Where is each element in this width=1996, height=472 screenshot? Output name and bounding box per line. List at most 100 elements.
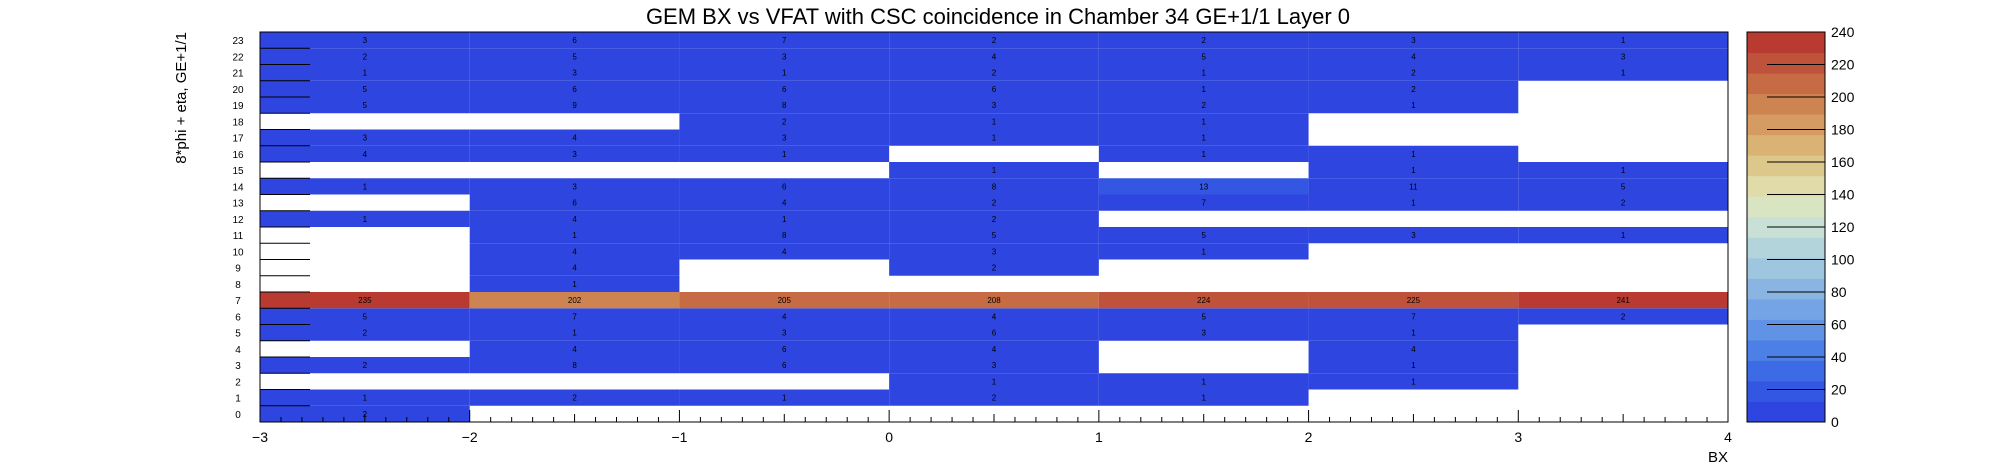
cell-value-label: 241: [1616, 296, 1630, 305]
heatmap-cell: [889, 373, 1099, 390]
colorbar-swatch: [1747, 196, 1825, 218]
cell-value-label: 2: [992, 394, 997, 403]
cell-value-label: 2: [992, 36, 997, 45]
x-tick-label: 2: [1305, 429, 1313, 445]
heatmap-cell: [679, 308, 890, 325]
heatmap-cell: [679, 97, 890, 114]
cell-value-label: 1: [363, 215, 368, 224]
heatmap-cell: [260, 308, 470, 325]
colorbar-swatch: [1747, 32, 1825, 54]
cell-value-label: 1: [1621, 36, 1626, 45]
heatmap-cell: [260, 129, 470, 146]
heatmap-cell: [260, 48, 470, 65]
colorbar-swatch: [1747, 237, 1825, 259]
cell-value-label: 1: [1201, 69, 1206, 78]
cell-value-label: 8: [782, 231, 787, 240]
heatmap-cell: [889, 357, 1099, 374]
heatmap-cell: [889, 324, 1099, 341]
cell-value-label: 6: [992, 85, 997, 94]
heatmap-cell: [889, 113, 1099, 130]
x-axis: −3 −2 −1 0 1 2 3 4: [252, 410, 1732, 445]
heatmap-cell: [1518, 48, 1728, 65]
heatmap-cell: [889, 80, 1099, 97]
cell-value-label: 2: [992, 264, 997, 273]
heatmap-cell: [1308, 227, 1519, 244]
y-tick-label: 7: [235, 296, 241, 307]
heatmap-cell: [679, 48, 890, 65]
cell-value-label: 4: [1411, 52, 1416, 61]
heatmap-cell: [469, 178, 680, 195]
heatmap-cell: [1098, 129, 1309, 146]
colorbar-swatch: [1747, 380, 1825, 402]
y-tick-label: 14: [232, 182, 244, 193]
y-tick-label: 12: [232, 215, 244, 226]
cell-value-label: 1: [1201, 394, 1206, 403]
heatmap-cell: [1518, 32, 1728, 49]
heatmap-cell: [1098, 389, 1309, 406]
cell-labels: 2121211112863146442136315744572235202205…: [358, 36, 1630, 419]
cell-value-label: 3: [1411, 231, 1416, 240]
heatmap-cell: [469, 48, 680, 65]
cell-value-label: 3: [782, 134, 787, 143]
heatmap-cell: [1308, 64, 1519, 81]
cell-value-label: 2: [1201, 101, 1206, 110]
cell-value-label: 1: [1201, 85, 1206, 94]
heatmap-cell: [889, 210, 1099, 227]
cell-value-label: 202: [568, 296, 582, 305]
heatmap-cell: [1098, 373, 1309, 390]
cell-value-label: 1: [992, 377, 997, 386]
colorbar-tick-label: 60: [1831, 317, 1847, 333]
colorbar-swatch: [1747, 298, 1825, 320]
colorbar-swatch: [1747, 401, 1825, 423]
cell-value-label: 1: [1201, 150, 1206, 159]
x-tick-label: 1: [1095, 429, 1103, 445]
x-tick-label: 4: [1724, 429, 1732, 445]
heatmap-cell: [889, 178, 1099, 195]
cell-value-label: 1: [1621, 166, 1626, 175]
cell-value-label: 2: [363, 361, 368, 370]
colorbar: 0 20 40 60 80 100 120 140 160 180 200 220 240: [1746, 24, 1855, 430]
chart-title: GEM BX vs VFAT with CSC coincidence in C…: [646, 4, 1350, 29]
cell-value-label: 3: [992, 101, 997, 110]
y-tick-label: 16: [232, 150, 244, 161]
x-tick-label: −2: [462, 429, 478, 445]
cell-value-label: 6: [572, 36, 577, 45]
cell-value-label: 5: [572, 52, 577, 61]
cell-value-label: 2: [1411, 85, 1416, 94]
cell-value-label: 2: [363, 52, 368, 61]
cell-value-label: 4: [572, 134, 577, 143]
y-tick-label: 0: [235, 410, 241, 421]
colorbar-tick-label: 220: [1831, 57, 1855, 73]
heatmap-cell: [469, 64, 680, 81]
y-tick-label: 22: [232, 52, 244, 63]
cell-value-label: 3: [782, 329, 787, 338]
heatmap-cell: [1308, 340, 1519, 357]
cell-value-label: 3: [1201, 329, 1206, 338]
heatmap-cell: [260, 389, 470, 406]
heatmap-cell: [469, 324, 680, 341]
cell-value-label: 1: [1201, 117, 1206, 126]
colorbar-tick-label: 140: [1831, 187, 1855, 203]
heatmap-cell: [1098, 243, 1309, 260]
cell-value-label: 3: [572, 150, 577, 159]
cell-value-label: 2: [1201, 36, 1206, 45]
heatmap-cell: [260, 64, 470, 81]
cell-value-label: 2: [992, 199, 997, 208]
colorbar-swatch: [1747, 278, 1825, 300]
cell-value-label: 2: [572, 394, 577, 403]
cell-value-label: 4: [992, 345, 997, 354]
cell-value-label: 1: [1411, 329, 1416, 338]
cell-value-label: 2: [992, 69, 997, 78]
heatmap-cell: [679, 357, 890, 374]
cell-value-label: 7: [1411, 312, 1416, 321]
cell-value-label: 1: [992, 166, 997, 175]
heatmap-cell: [1518, 227, 1728, 244]
cell-value-label: 3: [572, 69, 577, 78]
cell-value-label: 235: [358, 296, 372, 305]
colorbar-swatch: [1747, 319, 1825, 341]
heatmap-cell: [260, 178, 470, 195]
heatmap-cell: [1308, 145, 1519, 162]
cell-value-label: 7: [782, 36, 787, 45]
cell-value-label: 1: [1411, 199, 1416, 208]
